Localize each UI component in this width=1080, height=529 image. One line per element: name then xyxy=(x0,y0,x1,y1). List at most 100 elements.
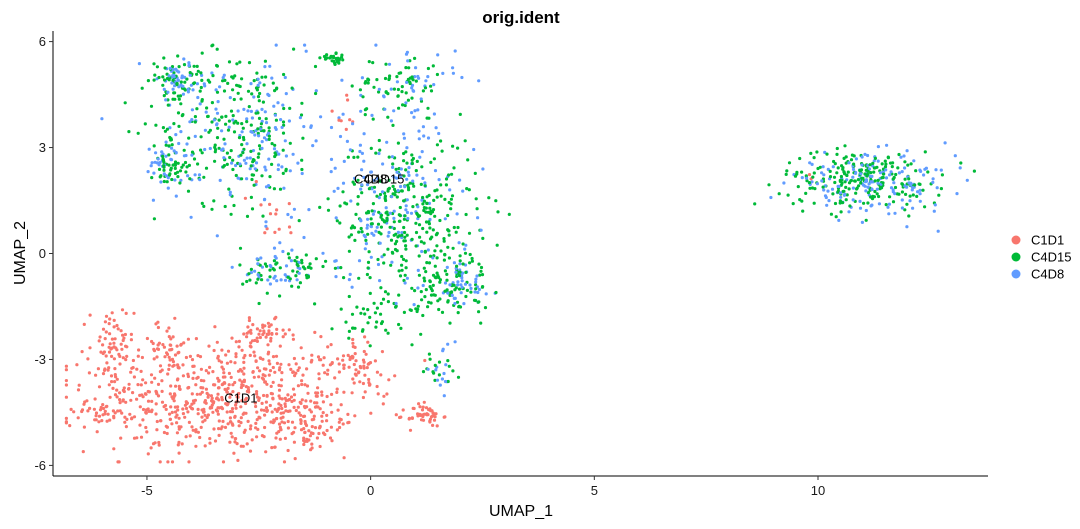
point-c1d1 xyxy=(292,405,296,409)
point-c4d8 xyxy=(472,147,476,152)
point-c1d1 xyxy=(114,346,118,350)
point-c4d15 xyxy=(427,220,431,224)
point-c1d1 xyxy=(305,367,309,371)
point-c4d15 xyxy=(447,256,451,260)
point-c4d8 xyxy=(824,195,828,200)
point-c4d8 xyxy=(831,165,835,169)
point-c4d15 xyxy=(385,219,389,223)
point-c1d1 xyxy=(124,425,128,429)
point-c1d1 xyxy=(192,364,196,368)
point-c1d1 xyxy=(201,420,205,424)
point-c1d1 xyxy=(339,119,343,123)
point-c4d15 xyxy=(445,272,449,276)
y-tick-label: 3 xyxy=(39,140,46,155)
point-c1d1 xyxy=(201,410,206,414)
point-c4d15 xyxy=(450,290,454,294)
point-c4d15 xyxy=(423,279,427,283)
point-c4d8 xyxy=(481,167,485,171)
point-c4d15 xyxy=(260,278,264,282)
point-c4d8 xyxy=(918,199,922,203)
point-c1d1 xyxy=(300,379,304,383)
point-c1d1 xyxy=(416,412,420,416)
point-c4d15 xyxy=(339,266,343,270)
point-c4d8 xyxy=(173,84,177,88)
point-c4d15 xyxy=(235,62,239,66)
point-c4d15 xyxy=(282,72,286,77)
point-c4d15 xyxy=(224,114,228,118)
point-c1d1 xyxy=(108,342,112,346)
point-c1d1 xyxy=(229,375,233,379)
point-c4d8 xyxy=(304,49,308,53)
point-c4d15 xyxy=(404,91,408,95)
point-c4d15 xyxy=(442,237,446,241)
point-c4d15 xyxy=(226,128,231,132)
point-c1d1 xyxy=(263,380,267,384)
point-c1d1 xyxy=(169,337,173,341)
point-c4d8 xyxy=(889,170,893,174)
point-c4d8 xyxy=(278,241,282,245)
point-c4d8 xyxy=(257,134,261,138)
point-c4d15 xyxy=(241,282,245,286)
point-c4d8 xyxy=(450,293,454,297)
point-c1d1 xyxy=(236,369,241,373)
point-c4d15 xyxy=(437,307,441,312)
point-c4d8 xyxy=(358,218,363,222)
point-c1d1 xyxy=(242,372,246,376)
point-c4d15 xyxy=(432,157,436,161)
point-c4d8 xyxy=(858,206,863,210)
point-c4d8 xyxy=(223,142,227,146)
x-tick-label: -5 xyxy=(141,483,153,498)
point-c4d15 xyxy=(256,131,260,135)
point-c1d1 xyxy=(144,381,148,385)
point-c4d15 xyxy=(921,188,925,192)
point-c1d1 xyxy=(117,460,121,464)
point-c4d15 xyxy=(959,161,963,165)
point-c4d15 xyxy=(402,199,406,203)
point-c4d15 xyxy=(164,143,168,147)
point-c4d8 xyxy=(262,136,267,140)
point-c4d15 xyxy=(222,137,226,141)
point-c1d1 xyxy=(138,423,142,427)
point-c4d15 xyxy=(464,270,468,274)
point-c4d15 xyxy=(240,77,244,81)
point-c4d15 xyxy=(375,78,379,82)
point-c4d15 xyxy=(900,182,904,186)
point-c4d8 xyxy=(189,83,193,87)
point-c4d15 xyxy=(388,225,392,229)
point-c4d15 xyxy=(433,189,437,193)
point-c1d1 xyxy=(230,336,234,340)
point-c4d15 xyxy=(404,66,408,70)
point-c4d8 xyxy=(360,76,364,80)
point-c4d8 xyxy=(164,98,168,102)
point-c4d15 xyxy=(909,162,913,166)
point-c4d8 xyxy=(365,183,370,187)
point-c4d15 xyxy=(347,249,351,253)
point-c1d1 xyxy=(257,375,261,379)
point-c4d8 xyxy=(458,178,462,182)
point-c4d15 xyxy=(229,109,234,113)
point-c4d15 xyxy=(238,60,242,64)
point-c1d1 xyxy=(200,390,204,394)
point-c4d15 xyxy=(193,120,197,124)
point-c4d15 xyxy=(387,155,391,159)
point-c4d8 xyxy=(265,138,269,142)
point-c4d15 xyxy=(871,161,875,165)
point-c4d15 xyxy=(454,230,458,234)
point-c4d15 xyxy=(915,194,919,198)
point-c1d1 xyxy=(169,384,173,388)
point-c1d1 xyxy=(81,450,85,454)
point-c4d15 xyxy=(324,259,328,263)
point-c4d15 xyxy=(856,178,861,182)
point-c4d8 xyxy=(380,190,385,194)
point-c1d1 xyxy=(107,322,111,326)
point-c4d15 xyxy=(371,117,375,121)
point-c4d15 xyxy=(408,81,412,86)
point-c1d1 xyxy=(123,415,127,419)
point-c4d15 xyxy=(479,265,484,270)
point-c4d15 xyxy=(403,230,407,235)
point-c4d8 xyxy=(459,291,463,295)
point-c4d15 xyxy=(208,80,212,84)
point-c4d15 xyxy=(383,290,388,294)
point-c4d15 xyxy=(843,180,847,184)
point-c4d8 xyxy=(399,184,403,189)
